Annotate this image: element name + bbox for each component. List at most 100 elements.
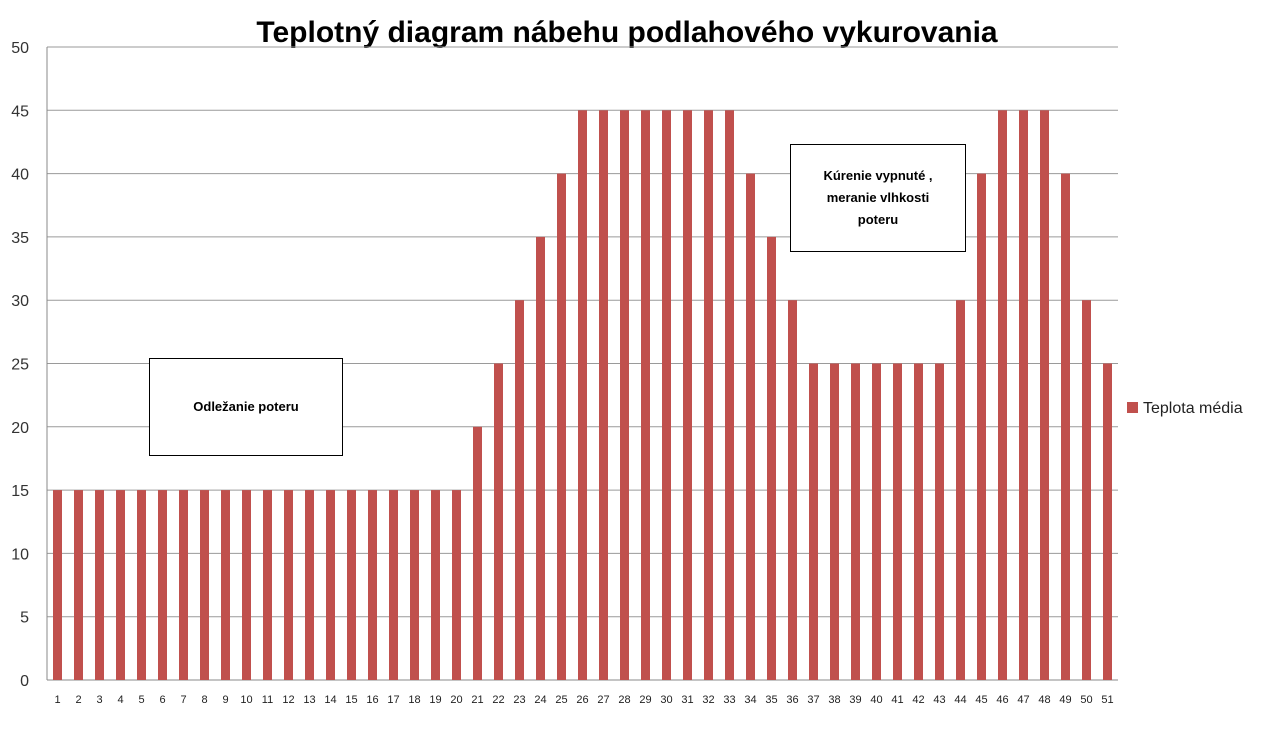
bar <box>1061 173 1070 680</box>
bar <box>977 173 986 680</box>
bar <box>410 490 419 680</box>
x-tick-label: 44 <box>954 694 966 706</box>
bar <box>704 110 713 681</box>
x-tick-label: 2 <box>75 694 81 706</box>
y-tick-label: 50 <box>11 40 29 57</box>
bar <box>179 490 188 680</box>
x-tick-label: 45 <box>975 694 987 706</box>
bar <box>725 110 734 681</box>
x-tick-label: 29 <box>639 694 651 706</box>
x-tick-label: 1 <box>54 694 60 706</box>
bar <box>620 110 629 681</box>
x-tick-label: 24 <box>534 694 546 706</box>
x-tick-label: 10 <box>240 694 252 706</box>
x-tick-label: 17 <box>387 694 399 706</box>
annotation-box-odlezanie: Odležanie poteru <box>149 358 343 456</box>
bar <box>830 363 839 680</box>
y-axis-ticks: 0 5 10 15 20 25 30 35 40 45 50 <box>11 40 29 690</box>
bar <box>641 110 650 681</box>
bar <box>809 363 818 680</box>
bar <box>998 110 1007 681</box>
bar <box>473 426 482 680</box>
bar <box>914 363 923 680</box>
x-tick-label: 6 <box>159 694 165 706</box>
x-tick-label: 13 <box>303 694 315 706</box>
x-tick-label: 28 <box>618 694 630 706</box>
y-tick-label: 10 <box>11 546 29 563</box>
bar <box>431 490 440 680</box>
bar <box>389 490 398 680</box>
bar <box>935 363 944 680</box>
x-tick-label: 3 <box>96 694 102 706</box>
y-tick-label: 40 <box>11 167 29 184</box>
x-tick-label: 18 <box>408 694 420 706</box>
bar <box>368 490 377 680</box>
x-tick-label: 38 <box>828 694 840 706</box>
x-tick-label: 42 <box>912 694 924 706</box>
y-tick-label: 35 <box>11 230 29 247</box>
bar <box>1082 300 1091 680</box>
legend: Teplota média <box>1127 400 1243 417</box>
y-tick-label: 30 <box>11 293 29 310</box>
bar <box>515 300 524 680</box>
bar <box>53 490 62 680</box>
bar <box>158 490 167 680</box>
bar <box>494 363 503 680</box>
y-tick-label: 0 <box>20 673 29 690</box>
annotation-text: Kúrenie vypnuté , meranie vlhkosti poter… <box>823 168 933 227</box>
x-tick-label: 48 <box>1038 694 1050 706</box>
x-tick-label: 31 <box>681 694 693 706</box>
x-tick-label: 21 <box>471 694 483 706</box>
x-tick-label: 20 <box>450 694 462 706</box>
bar <box>893 363 902 680</box>
x-tick-label: 49 <box>1059 694 1071 706</box>
bar <box>1103 363 1112 680</box>
bar <box>578 110 587 681</box>
bar <box>95 490 104 680</box>
bar <box>221 490 230 680</box>
bar <box>326 490 335 680</box>
x-tick-label: 12 <box>282 694 294 706</box>
bar <box>851 363 860 680</box>
bar <box>200 490 209 680</box>
x-tick-label: 33 <box>723 694 735 706</box>
bar <box>746 173 755 680</box>
bar <box>683 110 692 681</box>
x-tick-label: 11 <box>262 694 273 706</box>
x-tick-label: 8 <box>201 694 207 706</box>
x-tick-label: 47 <box>1017 694 1029 706</box>
x-tick-label: 37 <box>807 694 819 706</box>
bar <box>1019 110 1028 681</box>
bar <box>116 490 125 680</box>
x-tick-label: 7 <box>180 694 186 706</box>
x-tick-label: 9 <box>222 694 228 706</box>
x-tick-label: 50 <box>1080 694 1092 706</box>
bars <box>53 110 1112 681</box>
bar <box>347 490 356 680</box>
annotation-text: Odležanie poteru <box>193 399 299 414</box>
x-tick-label: 51 <box>1101 694 1113 706</box>
x-tick-label: 4 <box>117 694 123 706</box>
x-tick-label: 34 <box>744 694 756 706</box>
x-tick-label: 32 <box>702 694 714 706</box>
y-tick-label: 45 <box>11 103 29 120</box>
x-tick-label: 26 <box>576 694 588 706</box>
bar <box>599 110 608 681</box>
bar <box>284 490 293 680</box>
bar <box>1040 110 1049 681</box>
bar <box>137 490 146 680</box>
bar <box>872 363 881 680</box>
legend-swatch <box>1127 402 1138 413</box>
x-tick-label: 22 <box>492 694 504 706</box>
bar <box>536 236 545 680</box>
x-tick-label: 30 <box>660 694 672 706</box>
x-tick-label: 40 <box>870 694 882 706</box>
x-tick-label: 5 <box>138 694 144 706</box>
x-tick-label: 36 <box>786 694 798 706</box>
bar <box>557 173 566 680</box>
bar <box>242 490 251 680</box>
x-axis-ticks: 1 2 3 4 5 6 7 8 9 10 11 12 13 14 15 16 17 18 19 20 21 22 23 24 2… <box>54 694 1113 706</box>
bar <box>263 490 272 680</box>
y-tick-label: 20 <box>11 420 29 437</box>
